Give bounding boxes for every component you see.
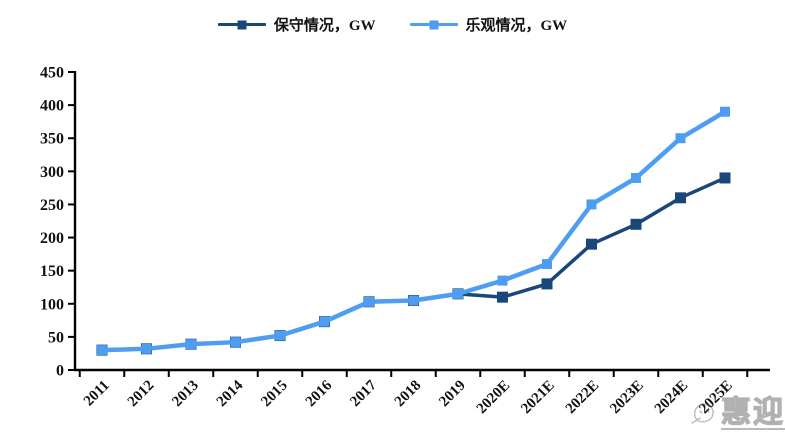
svg-text:300: 300 — [40, 164, 64, 181]
svg-text:450: 450 — [40, 65, 64, 82]
svg-text:250: 250 — [40, 197, 64, 214]
svg-text:2017: 2017 — [347, 377, 380, 410]
legend-item-conservative: 保守情况，GW — [217, 14, 376, 35]
chart-legend: 保守情况，GW 乐观情况，GW — [0, 14, 785, 35]
legend-line-sample-conservative — [217, 20, 266, 29]
svg-text:2020E: 2020E — [474, 378, 514, 418]
legend-label-conservative: 保守情况，GW — [273, 18, 376, 34]
legend-square-marker-optimistic — [429, 20, 438, 29]
svg-text:2016: 2016 — [303, 377, 336, 410]
svg-text:50: 50 — [48, 329, 64, 346]
svg-text:2021E: 2021E — [518, 378, 558, 418]
legend-label-optimistic: 乐观情况，GW — [465, 18, 568, 34]
svg-text:2023E: 2023E — [607, 378, 647, 418]
svg-text:2013: 2013 — [169, 378, 202, 411]
legend-line-sample-optimistic — [409, 20, 458, 29]
svg-text:100: 100 — [40, 296, 64, 313]
svg-text:2011: 2011 — [81, 378, 113, 410]
svg-text:2025E: 2025E — [696, 378, 736, 418]
svg-text:2019: 2019 — [436, 378, 469, 411]
svg-text:200: 200 — [40, 230, 64, 247]
legend-square-marker-conservative — [237, 20, 247, 29]
svg-text:150: 150 — [40, 263, 64, 280]
svg-text:2012: 2012 — [125, 378, 158, 411]
legend-item-optimistic: 乐观情况，GW — [409, 14, 568, 35]
svg-text:2018: 2018 — [392, 378, 425, 411]
svg-text:2015: 2015 — [258, 378, 291, 411]
svg-text:350: 350 — [40, 131, 64, 148]
svg-text:2024E: 2024E — [652, 378, 692, 418]
svg-text:400: 400 — [40, 98, 64, 115]
svg-text:0: 0 — [56, 363, 64, 380]
svg-text:2014: 2014 — [214, 377, 247, 410]
svg-text:2022E: 2022E — [563, 378, 603, 418]
